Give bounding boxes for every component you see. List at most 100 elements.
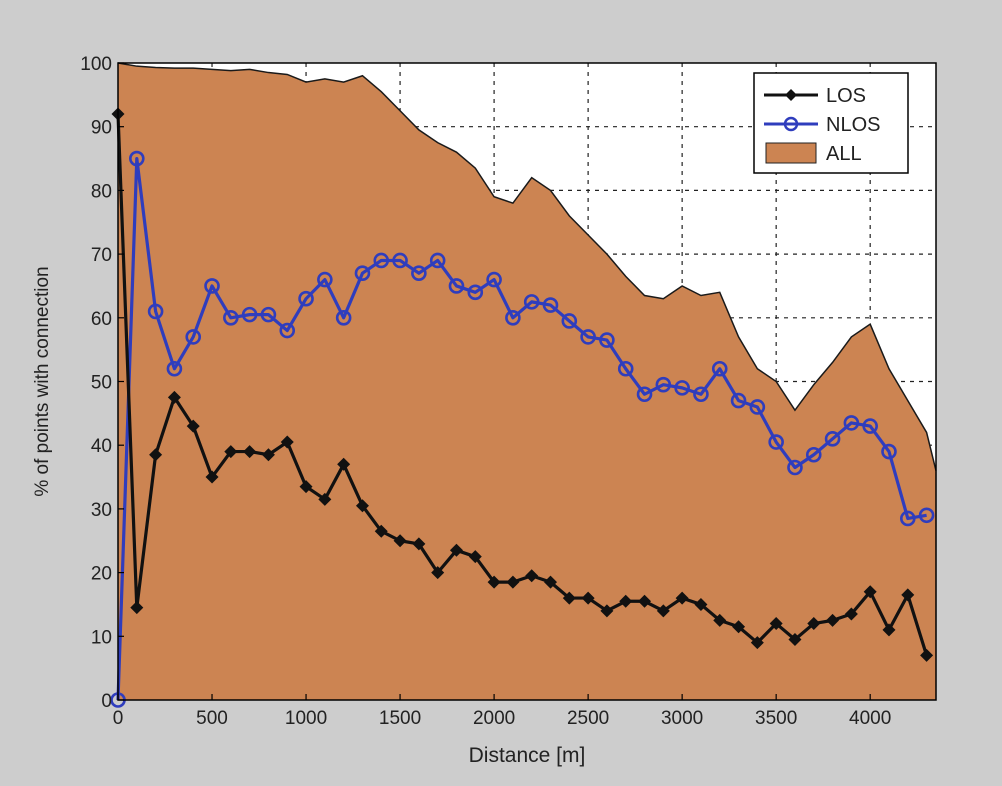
nlos-point <box>505 309 521 326</box>
nlos-point <box>655 376 672 393</box>
los-point <box>675 591 689 605</box>
los-point <box>600 604 614 618</box>
los-point <box>638 594 652 608</box>
los-point <box>487 575 501 589</box>
nlos-point <box>147 303 164 320</box>
los-point <box>205 470 219 484</box>
legend-item-nlos: NLOS <box>764 114 880 136</box>
los-point <box>412 537 426 551</box>
nlos-point <box>279 322 296 339</box>
nlos-point <box>674 380 690 396</box>
los-point <box>656 604 670 618</box>
y-tick-label: 0 <box>101 691 112 712</box>
nlos-point <box>843 415 860 431</box>
nlos-point <box>467 284 484 301</box>
los-point <box>788 632 802 646</box>
nlos-point <box>711 360 728 377</box>
legend-label-los: LOS <box>826 85 866 107</box>
x-tick-label: 0 <box>113 708 124 729</box>
legend: LOS NLOS ALL <box>753 72 909 174</box>
los-point <box>544 575 558 589</box>
legend-label-all: ALL <box>826 143 862 165</box>
los-point <box>318 492 332 506</box>
y-tick-label: 40 <box>91 436 112 457</box>
los-point <box>224 445 238 459</box>
nlos-point <box>617 360 634 377</box>
los-point <box>299 480 313 494</box>
legend-swatch-all <box>765 142 817 164</box>
nlos-point <box>862 418 878 434</box>
nlos-point <box>542 297 559 313</box>
los-point <box>149 448 163 462</box>
los-point <box>844 607 858 621</box>
los-point <box>468 550 482 564</box>
series-all-outline <box>117 62 937 471</box>
nlos-point <box>448 278 465 294</box>
nlos-point <box>429 252 446 269</box>
nlos-point <box>411 265 427 282</box>
nlos-point <box>730 392 747 409</box>
nlos-point <box>636 386 653 403</box>
los-point <box>130 601 144 615</box>
los-point <box>431 566 445 580</box>
nlos-point <box>561 313 578 329</box>
nlos-point <box>899 510 916 527</box>
los-point <box>882 623 896 637</box>
x-tick-label: 3000 <box>661 708 703 729</box>
nlos-point <box>298 290 314 307</box>
legend-item-los: LOS <box>764 85 866 107</box>
nlos-point <box>241 306 258 323</box>
legend-label-nlos: NLOS <box>826 114 880 136</box>
nlos-point <box>373 252 390 269</box>
nlos-point <box>599 332 615 348</box>
nlos-point <box>693 386 709 403</box>
los-point <box>449 543 463 557</box>
nlos-point <box>335 309 352 326</box>
los-point <box>280 435 294 449</box>
los-point <box>863 585 877 599</box>
los-point <box>167 390 181 404</box>
nlos-point <box>881 443 897 460</box>
nlos-point <box>204 278 220 294</box>
y-tick-label: 60 <box>91 309 112 330</box>
x-tick-label: 2000 <box>473 708 515 729</box>
los-point <box>525 569 539 583</box>
nlos-point <box>824 431 841 447</box>
nlos-point <box>918 507 935 524</box>
los-point <box>374 524 388 538</box>
y-tick-label: 70 <box>91 245 112 266</box>
los-point <box>243 445 257 459</box>
x-tick-label: 1000 <box>285 708 327 729</box>
los-point <box>826 613 840 627</box>
nlos-point <box>580 329 596 345</box>
x-tick-label: 3500 <box>755 708 797 729</box>
los-point <box>506 575 520 589</box>
los-point <box>769 617 783 631</box>
y-tick-label: 20 <box>91 564 112 585</box>
nlos-point <box>392 252 408 269</box>
los-point <box>186 419 200 433</box>
los-point <box>807 617 821 631</box>
series-layer <box>110 62 937 708</box>
axis-ticks: 0 500 1000 1500 2000 2500 3000 3500 4000 0 10 20 30 4… <box>80 54 891 729</box>
y-axis-label: % of points with connection <box>32 266 53 496</box>
nlos-point <box>223 309 239 326</box>
los-point <box>901 588 915 602</box>
los-point <box>694 597 708 611</box>
nlos-point <box>354 265 371 282</box>
los-point <box>562 591 576 605</box>
los-point <box>355 499 369 513</box>
y-tick-label: 30 <box>91 500 112 521</box>
y-tick-label: 100 <box>80 54 112 75</box>
x-tick-label: 1500 <box>379 708 421 729</box>
los-point <box>393 534 407 548</box>
legend-marker-nlos <box>783 116 799 132</box>
series-nlos <box>110 150 935 708</box>
los-point <box>713 613 727 627</box>
legend-item-all: ALL <box>765 142 862 165</box>
x-tick-label: 2500 <box>567 708 609 729</box>
y-tick-label: 50 <box>91 373 112 394</box>
los-point <box>750 636 764 650</box>
nlos-point <box>185 329 202 345</box>
